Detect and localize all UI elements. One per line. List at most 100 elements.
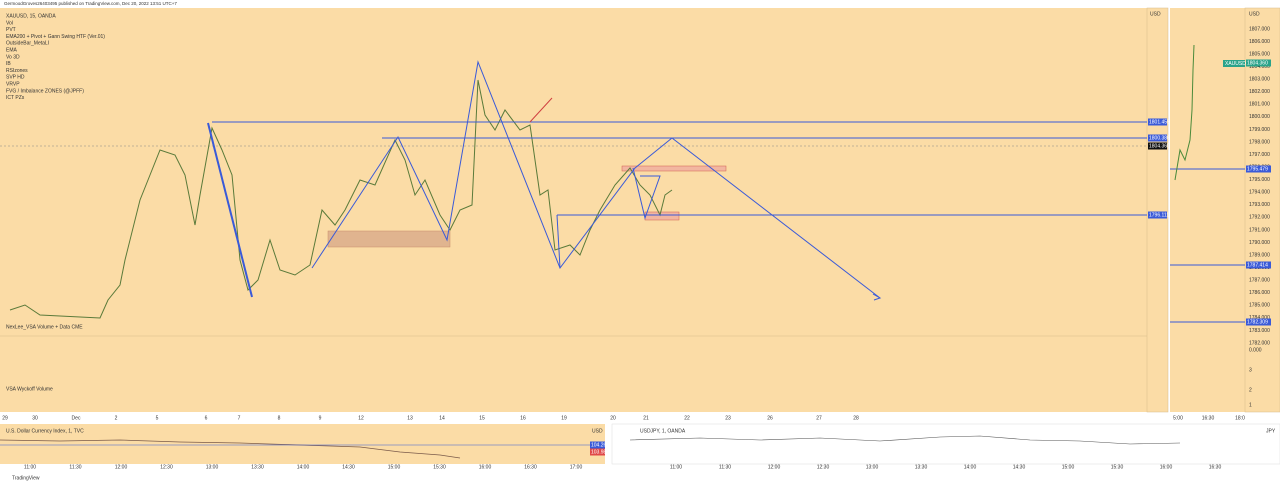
axis-currency: JPY	[1266, 428, 1276, 434]
price-tag	[1246, 59, 1271, 67]
axis-label: 1783.000	[1249, 328, 1270, 334]
zone	[327, 230, 451, 248]
pane-title: USDJPY, 1, OANDA	[640, 428, 686, 434]
axis-label: 1803.000	[1249, 77, 1270, 83]
side-axis	[1244, 7, 1280, 413]
indicator: RSIzones	[6, 68, 28, 74]
time-label: 16:30	[524, 464, 537, 470]
time-label: 16	[520, 415, 526, 421]
price-tag-label: 1800.386	[1149, 135, 1170, 141]
axis-label: 1807.000	[1249, 26, 1270, 32]
indicator: OutsideBar_MetaLI	[6, 41, 49, 47]
time-label: 14:00	[297, 464, 310, 470]
price-tag-label: 1796.111	[1149, 212, 1169, 218]
axis-label: 1792.000	[1249, 215, 1270, 221]
side-price-path	[1174, 44, 1195, 181]
time-label: 20	[610, 415, 616, 421]
indicator: FVG / Imbalance ZONES (@JPFF)	[6, 88, 84, 94]
price-tag	[1148, 211, 1167, 219]
pane-label: VSA Wyckoff Volume	[6, 386, 53, 392]
time-label: 23	[725, 415, 731, 421]
time-label: 15:30	[1111, 464, 1124, 470]
time-label: 14	[439, 415, 445, 421]
main-axis	[1146, 7, 1169, 413]
axis-label: 1806.000	[1249, 39, 1270, 45]
side-pane	[1170, 8, 1245, 412]
price-tag-label: 1804.360	[1247, 60, 1268, 66]
time-label: 15:00	[1062, 464, 1075, 470]
time-label: 19	[561, 415, 567, 421]
indicator: VRVP	[6, 82, 20, 88]
time-label: 12:00	[768, 464, 781, 470]
time-label: 5	[156, 415, 159, 421]
time-label: 12:30	[817, 464, 830, 470]
time-label: 2	[115, 415, 118, 421]
jpy-path	[629, 435, 1181, 445]
time-label: 12:30	[160, 464, 173, 470]
publisher: GermoodGroves26403495 published on Tradi…	[4, 1, 177, 6]
price-tag-label: 104.266	[591, 442, 609, 448]
indicator: EMA200 + Pivot + Gann Swing HTF (Ver.01)	[6, 34, 105, 40]
time-label: 22	[684, 415, 690, 421]
time-label: 17:00	[570, 464, 583, 470]
time-label: 28	[853, 415, 859, 421]
time-label: 13:30	[915, 464, 928, 470]
axis-label: 1782.000	[1249, 340, 1270, 346]
symbol: XAUUSD, 15, OANDA	[6, 13, 56, 19]
time-label: 16:30	[1202, 415, 1215, 421]
price-tag-label: 1804.360	[1149, 143, 1170, 149]
axis-label: 2	[1249, 387, 1252, 393]
jpy-pane	[611, 423, 1280, 465]
dxy-path	[0, 439, 461, 459]
zone	[644, 211, 680, 221]
axis-label: 3	[1249, 367, 1252, 373]
price-tag	[590, 441, 605, 449]
axis-label: 1787.000	[1249, 278, 1270, 284]
time-label: 11:00	[670, 464, 682, 470]
time-label: 11:00	[24, 464, 36, 470]
time-label: 13	[407, 415, 413, 421]
axis-label: 1	[1249, 402, 1252, 408]
indicator: Vol	[6, 20, 13, 26]
axis-currency: USD	[592, 428, 603, 434]
indicator: IB	[6, 61, 11, 67]
time-label: 15	[479, 415, 485, 421]
axis-label: 1798.000	[1249, 139, 1270, 145]
time-label: 16:30	[1209, 464, 1222, 470]
main-pane	[0, 8, 1147, 412]
indicator: PVT	[6, 27, 16, 33]
time-label: 29	[2, 415, 8, 421]
symbol-tag-label: XAUUSD	[1225, 61, 1246, 67]
price-tag	[1246, 261, 1271, 269]
time-label: 26	[767, 415, 773, 421]
axis-currency: USD	[1249, 11, 1260, 17]
time-label: 9	[319, 415, 322, 421]
price-tag-label: 103.988	[591, 449, 609, 455]
axis-label: 1785.000	[1249, 303, 1270, 309]
price-tag-label: 1801.455	[1149, 119, 1170, 125]
time-label: 8	[278, 415, 281, 421]
time-label: 6	[205, 415, 208, 421]
axis-label: 1795.000	[1249, 177, 1270, 183]
axis-label: 1789.000	[1249, 252, 1270, 258]
axis-label: 1790.000	[1249, 240, 1270, 246]
time-label: 21	[643, 415, 649, 421]
symbol-tag	[1223, 60, 1245, 67]
axis-label: 1799.000	[1249, 127, 1270, 133]
time-label: 12	[358, 415, 364, 421]
indicator: ICT PZs	[6, 95, 25, 101]
drawings	[207, 60, 1245, 323]
time-label: 13:30	[251, 464, 264, 470]
time-label: 27	[816, 415, 822, 421]
time-label: 15:00	[388, 464, 401, 470]
price-path	[9, 79, 673, 319]
footer: TradingView	[12, 475, 40, 481]
time-label: 30	[32, 415, 38, 421]
axis-label: 1791.000	[1249, 227, 1270, 233]
time-label: 13:00	[206, 464, 219, 470]
time-label: 14:30	[342, 464, 355, 470]
time-label: 15:30	[433, 464, 446, 470]
indicator: EMA	[6, 48, 18, 54]
axis-label: 1805.000	[1249, 51, 1270, 57]
